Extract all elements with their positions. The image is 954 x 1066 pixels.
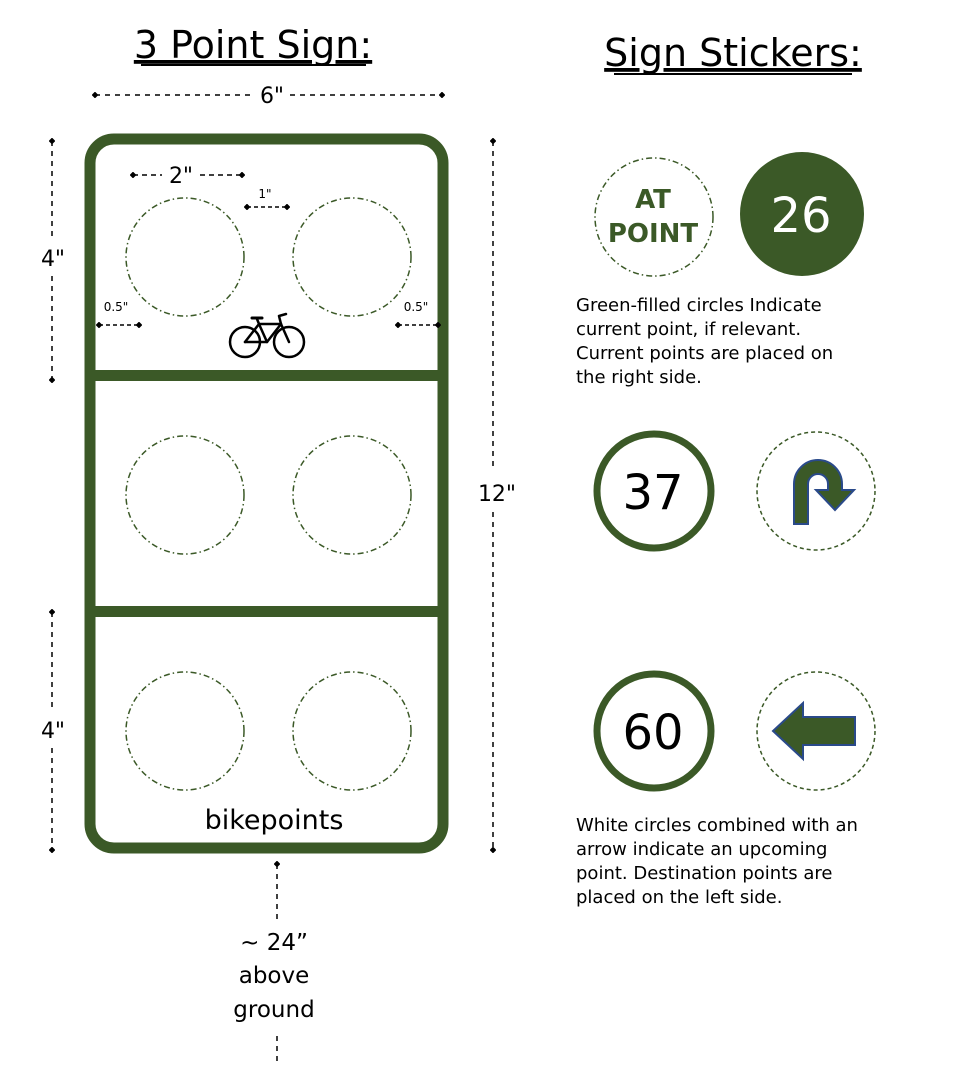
upcoming-point-sticker-37: 37 <box>593 430 715 552</box>
left-margin-label: 0.5" <box>104 300 129 314</box>
sign-title: 3 Point Sign: <box>134 23 372 67</box>
at-point-sticker: AT POINT <box>594 157 714 277</box>
stickers-title: Sign Stickers: <box>604 31 862 75</box>
at-point-line-1: AT <box>635 185 671 215</box>
top-section-label: 4" <box>41 247 65 272</box>
current-point-description: Green-filled circles Indicate current po… <box>576 294 906 390</box>
left-arrow-sticker <box>756 671 876 791</box>
right-margin-dimension: 0.5" <box>398 300 438 325</box>
u-turn-sticker <box>756 431 876 551</box>
section-divider-bottom <box>90 606 443 617</box>
circle-gap-label: 1" <box>258 187 271 201</box>
left-arrow-icon <box>771 700 856 762</box>
sign-outline <box>84 133 449 854</box>
height-dimension: 12" <box>478 141 516 850</box>
bottom-section-dimension: 4" <box>41 612 65 850</box>
sign-board <box>84 133 449 854</box>
height-label: 12" <box>478 482 516 507</box>
current-desc-line-3: Current points are placed on <box>576 343 834 364</box>
upcoming-desc-line-4: placed on the left side. <box>576 887 783 908</box>
mount-height-dimension: ~ 24” above ground <box>233 864 315 1066</box>
upcoming-desc-line-1: White circles combined with an <box>576 815 858 836</box>
mount-line-3: ground <box>233 997 314 1023</box>
section-divider-top <box>90 370 443 381</box>
mount-line-2: above <box>239 963 310 989</box>
mount-line-1: ~ 24” <box>240 930 308 956</box>
u-turn-arrow-icon <box>793 459 857 525</box>
circle-width-label: 2" <box>169 164 193 189</box>
circle-gap-dimension: 1" <box>247 187 287 207</box>
current-point-sticker: 26 <box>740 152 864 276</box>
sticker-slot-top-left <box>125 197 245 317</box>
upcoming-point-sticker-60: 60 <box>593 670 715 792</box>
sticker-slot-middle-right <box>292 435 412 555</box>
left-margin-dimension: 0.5" <box>99 300 139 325</box>
sticker-slot-top-right <box>292 197 412 317</box>
current-point-number: 26 <box>770 188 831 244</box>
width-label: 6" <box>260 84 284 109</box>
upcoming-desc-line-2: arrow indicate an upcoming <box>576 839 828 860</box>
sticker-slot-bottom-right <box>292 671 412 791</box>
upcoming-desc-line-3: point. Destination points are <box>576 863 833 884</box>
at-point-line-2: POINT <box>608 219 699 249</box>
sticker-slot-middle-left <box>125 435 245 555</box>
upcoming-point-number-37: 37 <box>622 465 683 521</box>
width-dimension: 6" <box>95 84 442 109</box>
right-margin-label: 0.5" <box>404 300 429 314</box>
bottom-section-label: 4" <box>41 719 65 744</box>
bicycle-icon <box>228 312 306 359</box>
circle-width-dimension: 2" <box>133 164 242 189</box>
upcoming-point-description: White circles combined with an arrow ind… <box>576 814 906 910</box>
brand-label: bikepoints <box>205 805 344 836</box>
sticker-slot-bottom-left <box>125 671 245 791</box>
current-desc-line-2: current point, if relevant. <box>576 319 802 340</box>
upcoming-point-number-60: 60 <box>622 705 683 761</box>
current-desc-line-4: the right side. <box>576 367 702 388</box>
current-desc-line-1: Green-filled circles Indicate <box>576 295 822 316</box>
top-section-dimension: 4" <box>41 141 65 380</box>
